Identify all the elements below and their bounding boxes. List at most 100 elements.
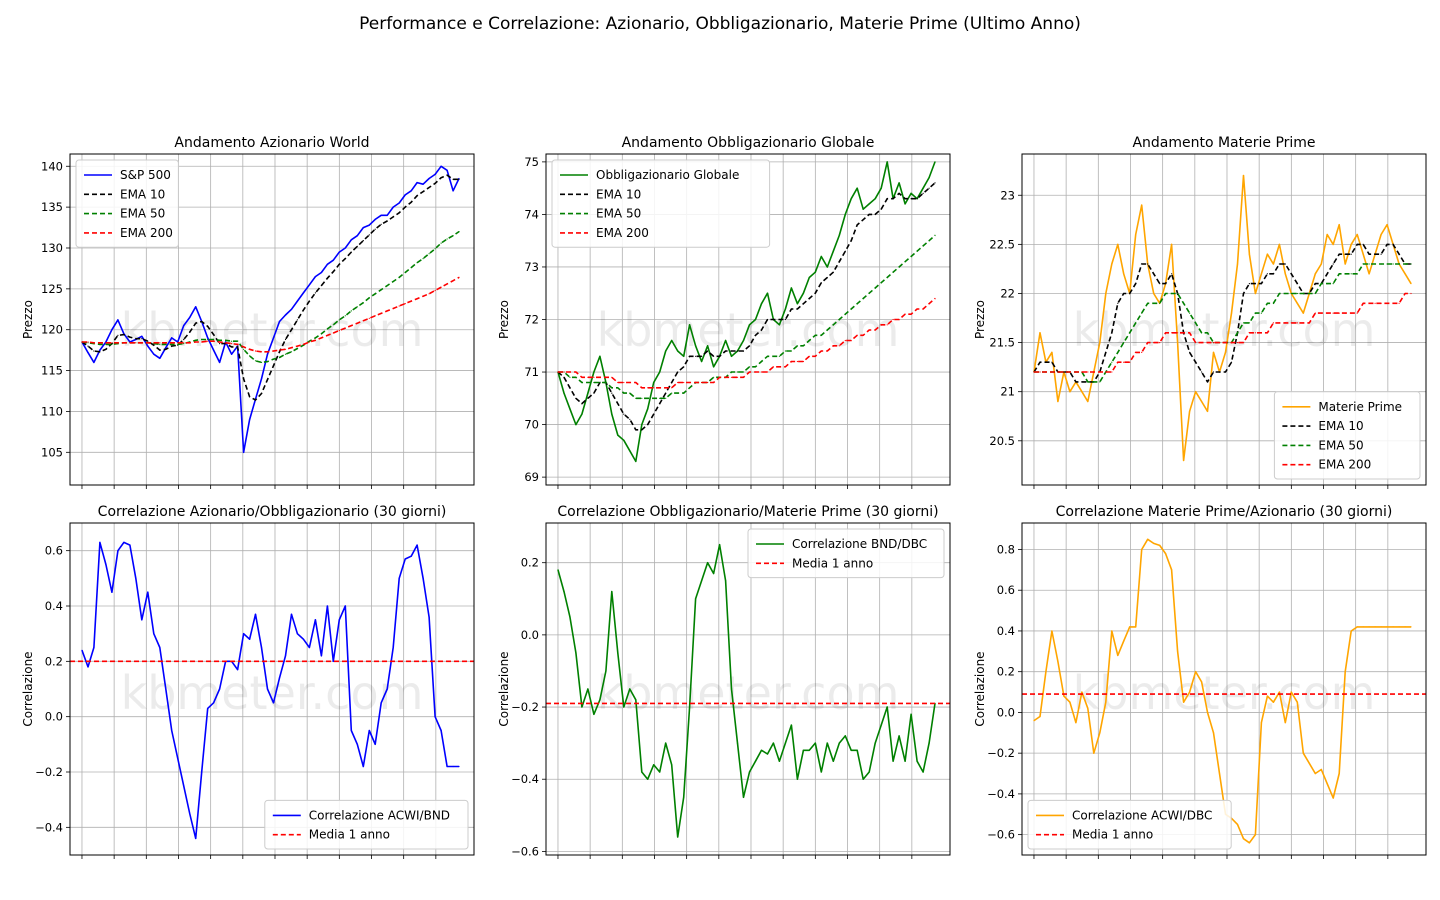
data-point: [641, 397, 643, 399]
data-point: [368, 297, 370, 299]
data-point: [916, 250, 918, 252]
data-point: [868, 771, 870, 773]
data-point: [790, 350, 793, 352]
data-point: [338, 251, 340, 253]
data-point: [1171, 292, 1173, 295]
data-point: [1278, 243, 1280, 245]
data-point: [183, 325, 185, 327]
data-point: [1105, 351, 1107, 353]
legend-label: EMA 50: [120, 207, 165, 221]
data-point: [689, 381, 691, 384]
data-point: [374, 293, 376, 295]
data-point: [1350, 253, 1352, 255]
data-point: [254, 360, 257, 362]
data-point: [1135, 351, 1137, 353]
data-point: [1314, 273, 1316, 275]
data-point: [1326, 233, 1328, 236]
data-point: [410, 555, 412, 557]
data-point: [1236, 823, 1239, 826]
data-point: [1242, 342, 1245, 344]
data-point: [748, 771, 751, 773]
data-point: [1362, 253, 1364, 255]
data-point: [605, 670, 607, 672]
data-point: [1063, 695, 1065, 697]
y-axis-label: Correlazione: [973, 651, 987, 726]
data-point: [117, 550, 119, 552]
data-point: [1398, 263, 1400, 265]
data-point: [1356, 312, 1358, 314]
y-tick-label: 21.5: [989, 336, 1015, 350]
data-point: [189, 316, 191, 319]
data-point: [141, 619, 143, 621]
data-point: [772, 318, 775, 321]
data-point: [302, 638, 304, 640]
data-point: [611, 376, 613, 378]
data-point: [1284, 292, 1286, 295]
data-point: [219, 343, 221, 345]
data-point: [808, 749, 810, 751]
data-point: [1081, 371, 1083, 373]
data-point: [695, 355, 697, 357]
data-point: [1398, 626, 1400, 628]
legend-label: Materie Prime: [1318, 400, 1402, 414]
watermark-text: kbmeter.com: [1073, 666, 1376, 720]
data-point: [266, 361, 269, 363]
data-point: [1177, 342, 1179, 344]
data-point: [736, 350, 739, 352]
y-tick-label: −0.4: [987, 787, 1015, 801]
data-point: [1099, 732, 1101, 734]
data-point: [898, 192, 900, 194]
data-point: [362, 240, 364, 242]
data-point: [701, 381, 703, 384]
data-point: [772, 366, 775, 368]
data-point: [1123, 273, 1125, 275]
data-point: [422, 183, 424, 185]
data-point: [1236, 263, 1239, 265]
data-point: [1075, 371, 1077, 373]
data-point: [1302, 752, 1304, 754]
subplot-5: −0.6 −0.4 −0.2 0.0 0.2 kbmeter.com Correlazion…: [497, 504, 951, 859]
data-point: [1296, 302, 1298, 304]
data-point: [1344, 253, 1346, 255]
data-point: [1338, 224, 1340, 226]
y-tick-label: −0.2: [35, 765, 63, 779]
data-point: [1338, 312, 1340, 314]
y-tick-label: 69: [524, 470, 539, 484]
data-point: [844, 313, 846, 315]
data-point: [1117, 654, 1119, 657]
data-point: [326, 328, 328, 330]
data-point: [105, 342, 107, 344]
data-point: [916, 198, 918, 200]
data-point: [659, 397, 661, 399]
data-point: [320, 285, 322, 287]
data-point: [647, 387, 649, 389]
data-point: [1302, 312, 1304, 314]
y-tick-label: 75: [524, 155, 539, 169]
data-point: [1165, 283, 1167, 285]
data-point: [1069, 391, 1071, 393]
y-tick-label: 135: [41, 200, 63, 214]
data-point: [231, 353, 233, 355]
data-point: [1195, 391, 1197, 393]
data-point: [207, 325, 209, 327]
data-point: [922, 308, 924, 310]
data-point: [1386, 243, 1388, 245]
data-point: [428, 616, 430, 618]
data-point: [368, 729, 370, 732]
data-point: [844, 735, 846, 737]
data-point: [1248, 322, 1250, 324]
data-point: [1362, 263, 1364, 265]
data-point: [1111, 332, 1113, 334]
data-point: [665, 387, 667, 389]
data-point: [707, 345, 709, 347]
data-point: [1141, 204, 1143, 206]
data-point: [344, 247, 346, 249]
data-point: [754, 334, 757, 336]
series-line: [558, 234, 936, 400]
data-point: [892, 760, 894, 762]
data-point: [766, 292, 769, 294]
data-point: [910, 192, 912, 194]
data-point: [1195, 342, 1197, 344]
data-point: [434, 289, 436, 292]
data-point: [356, 306, 358, 308]
